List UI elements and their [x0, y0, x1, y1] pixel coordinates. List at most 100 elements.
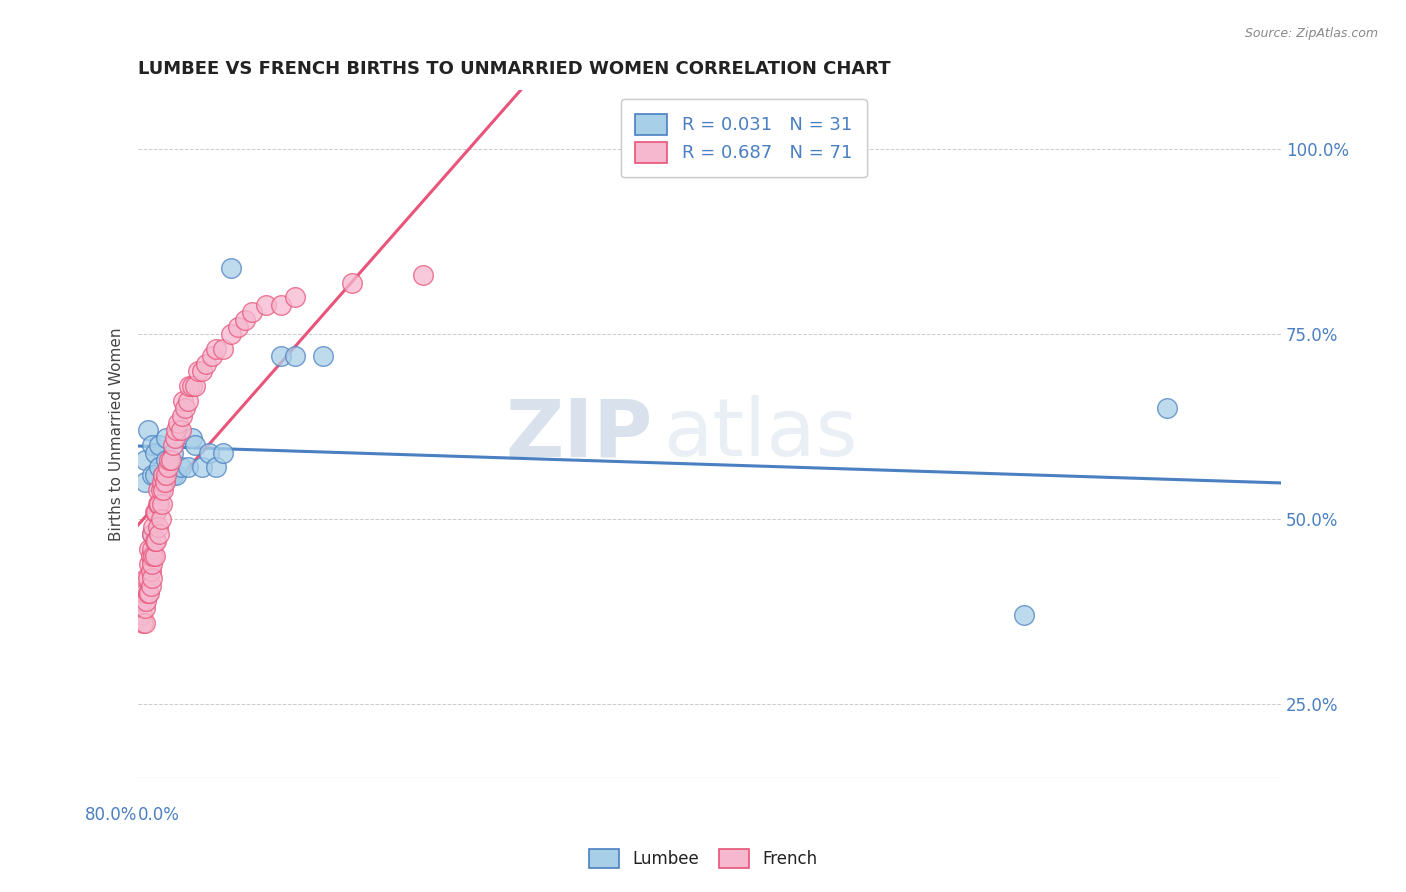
Point	[195, 357, 218, 371]
Point	[148, 460, 170, 475]
Point	[152, 467, 174, 482]
Point	[166, 416, 188, 430]
Point	[169, 424, 191, 438]
Point	[1012, 608, 1035, 623]
Text: Source: ZipAtlas.com: Source: ZipAtlas.com	[1244, 27, 1378, 40]
Point	[148, 527, 170, 541]
Point	[131, 593, 153, 607]
Point	[153, 475, 176, 490]
Legend: R = 0.031   N = 31, R = 0.687   N = 71: R = 0.031 N = 31, R = 0.687 N = 71	[620, 99, 866, 178]
Point	[173, 401, 195, 416]
Point	[141, 557, 163, 571]
Point	[340, 276, 363, 290]
Point	[146, 497, 169, 511]
Point	[132, 615, 155, 630]
Point	[141, 541, 163, 556]
Point	[152, 483, 174, 497]
Point	[157, 467, 180, 482]
Point	[142, 519, 165, 533]
Point	[233, 312, 256, 326]
Point	[165, 467, 187, 482]
Point	[627, 143, 650, 157]
Point	[254, 298, 277, 312]
Point	[134, 615, 156, 630]
Point	[146, 483, 169, 497]
Point	[205, 460, 228, 475]
Point	[172, 393, 194, 408]
Point	[162, 445, 184, 459]
Point	[184, 379, 207, 393]
Point	[136, 424, 159, 438]
Point	[270, 350, 292, 364]
Point	[170, 409, 193, 423]
Legend: Lumbee, French: Lumbee, French	[582, 842, 824, 875]
Point	[141, 571, 163, 585]
Point	[143, 534, 166, 549]
Point	[145, 505, 167, 519]
Point	[134, 475, 156, 490]
Point	[135, 571, 157, 585]
Point	[139, 549, 162, 563]
Point	[212, 342, 235, 356]
Point	[162, 438, 184, 452]
Point	[143, 549, 166, 563]
Point	[146, 519, 169, 533]
Point	[138, 557, 160, 571]
Point	[159, 453, 181, 467]
Point	[191, 460, 214, 475]
Text: 0.0%: 0.0%	[138, 805, 180, 823]
Point	[131, 608, 153, 623]
Y-axis label: Births to Unmarried Women: Births to Unmarried Women	[108, 327, 124, 541]
Point	[226, 319, 249, 334]
Point	[139, 579, 162, 593]
Point	[176, 460, 198, 475]
Point	[143, 505, 166, 519]
Point	[134, 601, 156, 615]
Point	[148, 497, 170, 511]
Point	[198, 445, 221, 459]
Point	[136, 571, 159, 585]
Point	[143, 445, 166, 459]
Point	[138, 586, 160, 600]
Point	[149, 512, 172, 526]
Point	[134, 586, 156, 600]
Point	[191, 364, 214, 378]
Point	[157, 453, 180, 467]
Text: 80.0%: 80.0%	[86, 805, 138, 823]
Text: atlas: atlas	[664, 395, 858, 473]
Point	[149, 483, 172, 497]
Point	[284, 350, 307, 364]
Point	[150, 475, 173, 490]
Point	[181, 431, 204, 445]
Point	[179, 379, 201, 393]
Point	[169, 460, 191, 475]
Point	[136, 586, 159, 600]
Point	[270, 298, 292, 312]
Point	[176, 393, 198, 408]
Point	[148, 438, 170, 452]
Point	[163, 431, 186, 445]
Point	[156, 460, 179, 475]
Point	[134, 453, 156, 467]
Point	[155, 431, 177, 445]
Point	[135, 593, 157, 607]
Point	[152, 467, 174, 482]
Point	[143, 467, 166, 482]
Point	[205, 342, 228, 356]
Point	[141, 527, 163, 541]
Point	[184, 438, 207, 452]
Text: LUMBEE VS FRENCH BIRTHS TO UNMARRIED WOMEN CORRELATION CHART: LUMBEE VS FRENCH BIRTHS TO UNMARRIED WOM…	[138, 60, 890, 78]
Point	[240, 305, 263, 319]
Point	[155, 453, 177, 467]
Point	[145, 534, 167, 549]
Point	[139, 564, 162, 578]
Point	[284, 290, 307, 304]
Point	[219, 327, 242, 342]
Point	[201, 350, 224, 364]
Point	[155, 467, 177, 482]
Point	[162, 467, 184, 482]
Text: ZIP: ZIP	[505, 395, 652, 473]
Point	[141, 438, 163, 452]
Point	[150, 497, 173, 511]
Point	[142, 549, 165, 563]
